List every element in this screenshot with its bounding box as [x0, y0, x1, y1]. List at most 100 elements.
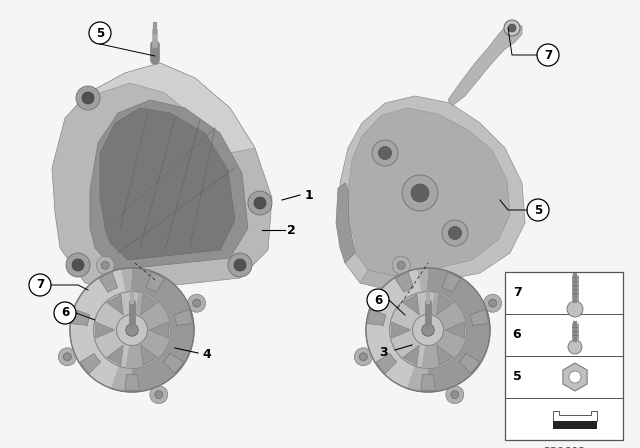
Polygon shape — [107, 345, 124, 366]
Bar — [505, 272, 623, 440]
Text: 4: 4 — [202, 349, 211, 362]
Circle shape — [29, 274, 51, 296]
Polygon shape — [107, 294, 124, 315]
Polygon shape — [90, 100, 248, 270]
Circle shape — [449, 227, 461, 240]
Circle shape — [188, 294, 205, 312]
Polygon shape — [163, 353, 184, 373]
Circle shape — [567, 301, 583, 317]
Circle shape — [451, 391, 459, 399]
Polygon shape — [72, 310, 90, 325]
Circle shape — [58, 348, 76, 366]
Circle shape — [366, 268, 490, 392]
Wedge shape — [366, 269, 428, 388]
Circle shape — [569, 371, 581, 383]
Polygon shape — [553, 411, 597, 421]
Polygon shape — [448, 23, 522, 106]
Circle shape — [446, 386, 464, 404]
Polygon shape — [348, 108, 510, 276]
Circle shape — [76, 86, 100, 110]
Circle shape — [411, 184, 429, 202]
Circle shape — [66, 253, 90, 277]
Circle shape — [378, 146, 392, 159]
Circle shape — [116, 314, 147, 345]
Circle shape — [254, 197, 266, 209]
Circle shape — [63, 353, 71, 361]
Polygon shape — [396, 272, 413, 293]
Text: 239603: 239603 — [543, 447, 585, 448]
Text: 6: 6 — [513, 328, 522, 341]
Text: 2: 2 — [287, 224, 296, 237]
Polygon shape — [125, 375, 140, 391]
Circle shape — [489, 299, 497, 307]
Circle shape — [372, 140, 398, 166]
Polygon shape — [420, 375, 435, 391]
Polygon shape — [149, 322, 168, 338]
Wedge shape — [421, 292, 467, 368]
Circle shape — [193, 299, 201, 307]
Polygon shape — [445, 322, 464, 338]
Polygon shape — [436, 345, 453, 366]
Circle shape — [359, 353, 367, 361]
Polygon shape — [99, 272, 118, 293]
Bar — [553, 421, 597, 429]
Circle shape — [234, 259, 246, 271]
Polygon shape — [52, 63, 272, 290]
Circle shape — [155, 391, 163, 399]
Polygon shape — [80, 353, 100, 373]
Wedge shape — [132, 268, 194, 392]
Circle shape — [508, 24, 516, 32]
Polygon shape — [360, 270, 430, 290]
Circle shape — [82, 92, 94, 104]
Polygon shape — [403, 294, 419, 315]
Text: 7: 7 — [513, 287, 522, 300]
Polygon shape — [403, 345, 419, 366]
Circle shape — [72, 259, 84, 271]
Text: 1: 1 — [305, 189, 314, 202]
Circle shape — [228, 253, 252, 277]
Circle shape — [537, 44, 559, 66]
Polygon shape — [141, 294, 157, 315]
Wedge shape — [70, 269, 132, 388]
Wedge shape — [428, 268, 490, 392]
Circle shape — [93, 292, 170, 368]
Polygon shape — [85, 63, 255, 153]
Wedge shape — [125, 292, 170, 368]
Text: 7: 7 — [544, 48, 552, 61]
Circle shape — [504, 20, 520, 36]
Polygon shape — [100, 108, 235, 260]
Circle shape — [422, 324, 434, 336]
Circle shape — [392, 256, 410, 274]
Circle shape — [413, 314, 444, 345]
Circle shape — [442, 220, 468, 246]
Polygon shape — [340, 96, 525, 290]
Polygon shape — [174, 310, 193, 325]
Text: 5: 5 — [513, 370, 522, 383]
Circle shape — [397, 261, 405, 269]
Text: 6: 6 — [61, 306, 69, 319]
Circle shape — [402, 175, 438, 211]
Circle shape — [126, 324, 138, 336]
Text: 5: 5 — [534, 203, 542, 216]
Circle shape — [568, 340, 582, 354]
Text: 5: 5 — [96, 26, 104, 39]
Text: 3: 3 — [380, 346, 388, 359]
Polygon shape — [147, 272, 164, 293]
Circle shape — [150, 386, 168, 404]
Polygon shape — [470, 310, 488, 325]
Circle shape — [355, 348, 372, 366]
Circle shape — [390, 292, 467, 368]
Text: 7: 7 — [36, 279, 44, 292]
Polygon shape — [376, 353, 397, 373]
Circle shape — [96, 256, 114, 274]
Polygon shape — [336, 183, 355, 263]
Circle shape — [367, 289, 389, 311]
Polygon shape — [442, 272, 461, 293]
Circle shape — [101, 261, 109, 269]
Polygon shape — [436, 294, 453, 315]
Circle shape — [527, 199, 549, 221]
Circle shape — [484, 294, 502, 312]
Polygon shape — [96, 322, 115, 338]
Polygon shape — [141, 345, 157, 366]
Circle shape — [89, 22, 111, 44]
